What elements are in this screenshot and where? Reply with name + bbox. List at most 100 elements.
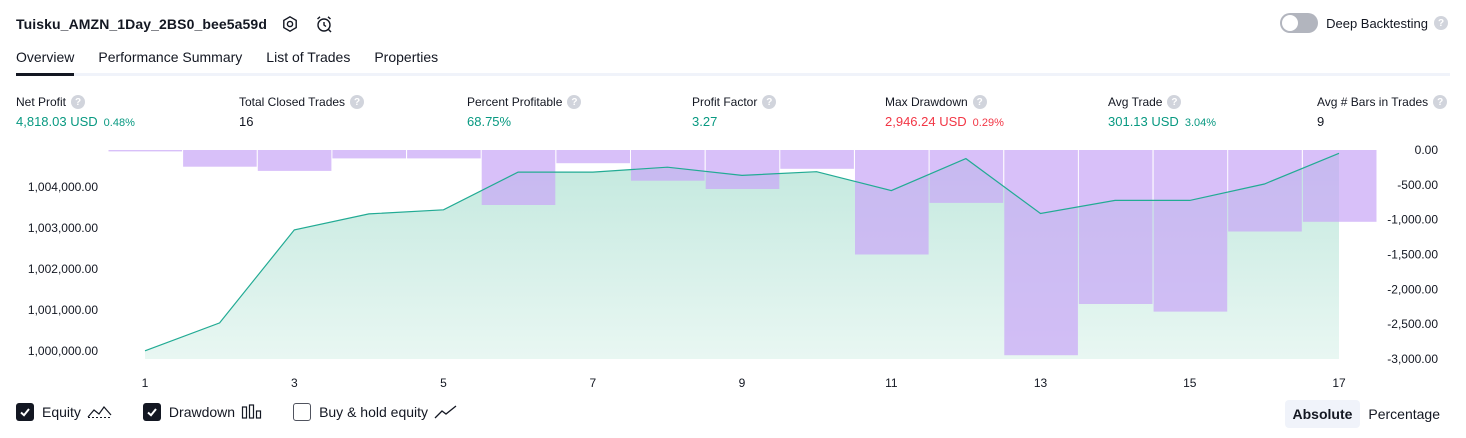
x-axis-tick-label: 17 (1332, 376, 1346, 390)
right-axis-tick-label: -2,500.00 (1387, 317, 1438, 331)
drawdown-bar (1153, 150, 1228, 312)
drawdown-bar (780, 150, 854, 169)
metric-label: Total Closed Trades (239, 95, 346, 109)
tab-bar: Overview Performance Summary List of Tra… (16, 46, 1450, 76)
chart-legend: Equity Drawdown Buy & hold equity (16, 403, 488, 421)
right-axis-tick-label: 0.00 (1415, 143, 1439, 157)
help-icon[interactable]: ? (567, 95, 582, 109)
metric-label: Avg Trade (1108, 95, 1163, 109)
drawdown-bar (556, 150, 630, 164)
drawdown-bar (481, 150, 556, 205)
buy-hold-checkbox[interactable] (293, 403, 312, 421)
left-axis-tick-label: 1,003,000.00 (28, 221, 98, 235)
drawdown-bar (257, 150, 332, 171)
help-icon[interactable]: ? (972, 95, 987, 109)
metric-total-closed-trades: Total Closed Trades? 16 (239, 94, 365, 130)
drawdown-bar (929, 150, 1004, 203)
equity-line-icon (87, 404, 113, 420)
legend-equity-label: Equity (42, 404, 81, 420)
metric-value: 4,818.03 USD (16, 114, 98, 129)
equity-checkbox[interactable] (16, 403, 34, 421)
absolute-button[interactable]: Absolute (1284, 400, 1361, 428)
x-axis-tick-label: 9 (739, 376, 746, 390)
drawdown-bar (1228, 150, 1302, 232)
metric-label: Profit Factor (692, 95, 758, 109)
x-axis-tick-label: 15 (1183, 376, 1197, 390)
drawdown-bar (855, 150, 929, 255)
x-axis-tick-label: 13 (1034, 376, 1048, 390)
metric-percent: 3.04% (1184, 117, 1217, 129)
deep-backtesting-control: Deep Backtesting ? (1280, 13, 1448, 33)
metric-percent: 0.48% (103, 117, 135, 129)
equity-drawdown-chart: 1,000,000.00 1,001,000.00 1,002,000.00 1,00… (28, 143, 1439, 390)
metric-value: 16 (239, 114, 254, 129)
metric-value: 9 (1317, 114, 1325, 129)
metric-value: 3.27 (692, 114, 718, 129)
left-axis-tick-label: 1,001,000.00 (28, 303, 98, 317)
drawdown-checkbox[interactable] (142, 403, 161, 421)
legend-drawdown[interactable]: Drawdown (142, 403, 263, 421)
metric-label: Avg # Bars in Trades (1317, 95, 1429, 109)
help-icon[interactable]: ? (350, 95, 365, 109)
metric-profit-factor: Profit Factor? 3.27 (692, 94, 777, 130)
x-axis-tick-label: 7 (589, 376, 596, 390)
strategy-name: Tuisku_AMZN_1Day_2BS0_bee5a59d (16, 16, 267, 32)
drawdown-bar (1302, 150, 1377, 222)
metric-label: Percent Profitable (467, 95, 563, 109)
legend-drawdown-label: Drawdown (168, 404, 236, 420)
metric-value: 2,946.24 USD (885, 114, 967, 129)
strategy-header: Tuisku_AMZN_1Day_2BS0_bee5a59d (16, 12, 335, 36)
deep-backtesting-toggle[interactable] (1280, 13, 1319, 33)
drawdown-bar (332, 150, 406, 159)
help-icon[interactable]: ? (1167, 95, 1182, 109)
right-axis-tick-label: -3,000.00 (1387, 352, 1438, 366)
x-axis-tick-label: 1 (142, 376, 149, 390)
right-axis-tick-label: -1,000.00 (1387, 213, 1438, 227)
help-icon[interactable]: ? (71, 95, 86, 109)
right-axis-tick-label: -500.00 (1397, 178, 1438, 192)
right-axis-tick-label: -2,000.00 (1387, 282, 1438, 296)
metric-avg-bars-in-trades: Avg # Bars in Trades? 9 (1317, 94, 1448, 130)
legend-buy-hold-label: Buy & hold equity (319, 404, 429, 420)
metric-label: Max Drawdown (885, 95, 968, 109)
x-axis-tick-label: 3 (291, 376, 298, 390)
alarm-clock-icon[interactable] (313, 13, 335, 35)
drawdown-bar (705, 150, 780, 189)
settings-icon[interactable] (279, 13, 301, 35)
metric-value: 301.13 USD (1108, 114, 1179, 129)
help-icon[interactable]: ? (762, 95, 777, 109)
metric-avg-trade: Avg Trade? 301.13 USD 3.04% (1108, 94, 1216, 130)
right-axis-tick-label: -1,500.00 (1387, 248, 1438, 262)
left-axis-tick-label: 1,000,000.00 (28, 344, 98, 358)
deep-backtesting-label: Deep Backtesting (1326, 15, 1428, 31)
legend-equity[interactable]: Equity (16, 403, 113, 421)
x-axis-tick-label: 11 (885, 376, 898, 390)
tab-overview[interactable]: Overview (16, 46, 75, 76)
legend-buy-hold[interactable]: Buy & hold equity (293, 403, 458, 421)
tab-list-of-trades[interactable]: List of Trades (266, 49, 351, 65)
metric-net-profit: Net Profit? 4,818.03 USD 0.48% (16, 94, 135, 130)
percentage-button[interactable]: Percentage (1368, 406, 1440, 422)
metric-percent-profitable: Percent Profitable? 68.75% (467, 94, 582, 130)
drawdown-bar (631, 150, 705, 181)
tab-properties[interactable]: Properties (374, 49, 439, 65)
drawdown-bar (407, 150, 481, 159)
x-axis-tick-label: 5 (440, 376, 447, 390)
left-axis-tick-label: 1,002,000.00 (28, 262, 98, 276)
help-icon[interactable]: ? (1433, 95, 1448, 109)
metric-value: 68.75% (467, 114, 512, 129)
drawdown-bar (1078, 150, 1153, 304)
tab-performance-summary[interactable]: Performance Summary (98, 49, 243, 65)
toggle-knob (1282, 15, 1299, 31)
equity-line (144, 152, 1340, 352)
drawdown-bar (1004, 150, 1078, 356)
metric-percent: 0.29% (972, 117, 1004, 129)
drawdown-bar (108, 150, 183, 152)
metric-max-drawdown: Max Drawdown? 2,946.24 USD 0.29% (885, 94, 1004, 130)
drawdown-bar (183, 150, 257, 167)
left-axis-tick-label: 1,004,000.00 (28, 180, 98, 194)
bars-icon (241, 404, 263, 420)
display-mode-switch: Absolute Percentage (1284, 400, 1449, 428)
help-icon[interactable]: ? (1434, 16, 1448, 30)
trend-line-icon (434, 404, 458, 420)
